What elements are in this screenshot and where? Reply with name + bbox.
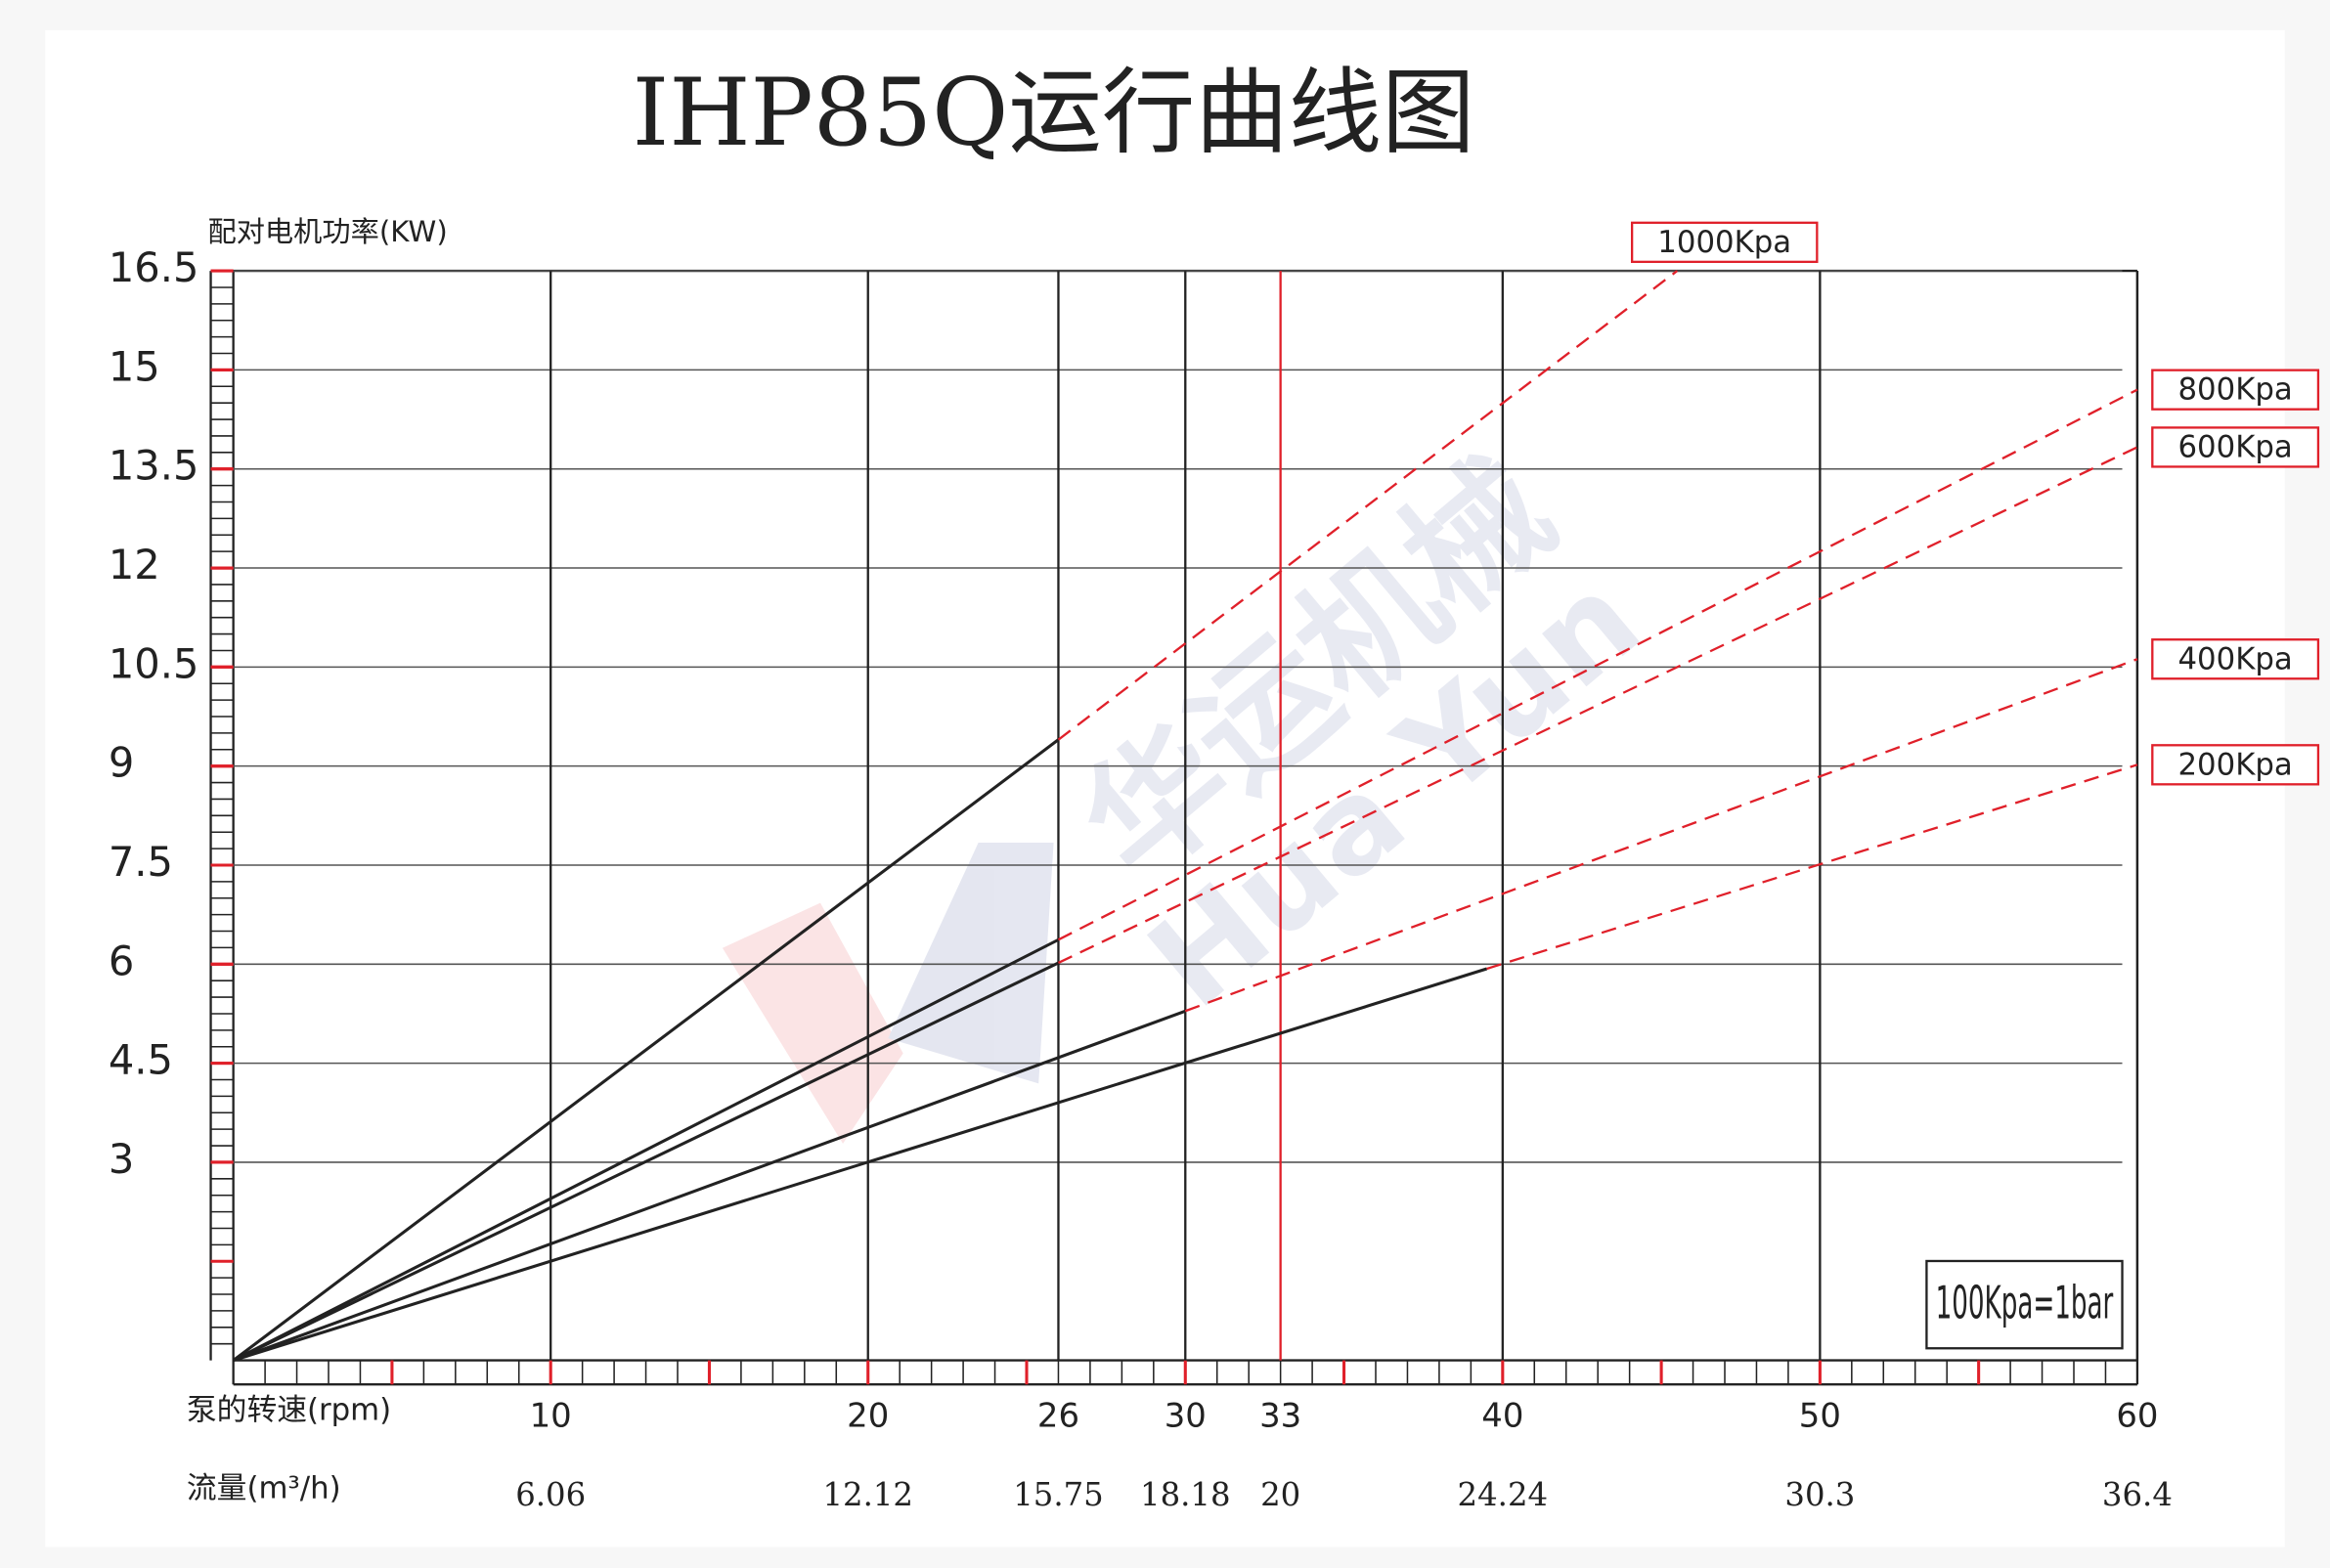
legend-label: 600Kpa (2177, 429, 2292, 464)
series-segment (232, 961, 1060, 1362)
logo-shape (722, 902, 903, 1144)
legend-label: 200Kpa (2177, 747, 2292, 782)
x2-axis-label: 流量(m³/h) (187, 1470, 341, 1505)
note: 100Kpa=1bar (1936, 1277, 2114, 1329)
x-tick-label: 33 (1259, 1397, 1301, 1435)
x2-tick-label: 6.06 (515, 1476, 586, 1513)
legend-box (2151, 426, 2320, 468)
legend-item: 800Kpa (2151, 369, 2320, 411)
legend-box (2151, 638, 2320, 680)
watermark-logo (722, 843, 1054, 1144)
y-axis-label: 配对电机功率(KW) (207, 215, 447, 248)
x-tick-label: 10 (530, 1397, 572, 1435)
y-tick-label: 3 (109, 1135, 134, 1183)
series-segment (233, 1009, 1186, 1363)
y-tick-label: 6 (109, 936, 134, 984)
logo-shape (888, 843, 1054, 1084)
x2-tick-label: 24.24 (1458, 1476, 1549, 1513)
x-tick-label: 50 (1799, 1397, 1841, 1435)
series-segment (1184, 658, 2138, 1013)
series-segment (232, 937, 1060, 1362)
legend-item: 200Kpa (2151, 744, 2320, 786)
legend-item: 600Kpa (2151, 426, 2320, 468)
legend-label: 800Kpa (2177, 372, 2292, 408)
x-tick-label: 20 (847, 1397, 889, 1435)
x2-tick-label: 15.75 (1013, 1476, 1104, 1513)
series-segment (1057, 446, 2138, 964)
panel (45, 29, 2285, 1547)
y-tick-label: 13.5 (109, 442, 199, 490)
series-segment (1057, 388, 2138, 941)
y-tick-label: 16.5 (109, 243, 199, 291)
series-segment (1057, 270, 1679, 741)
y-tick-label: 12 (109, 541, 160, 588)
x2-tick-label: 30.3 (1784, 1476, 1855, 1513)
x-tick-label: 40 (1481, 1397, 1523, 1435)
legend-label: 400Kpa (2177, 641, 2292, 676)
x-tick-label: 30 (1165, 1397, 1207, 1435)
x-tick-label: 26 (1037, 1397, 1079, 1435)
series-segment (232, 738, 1060, 1362)
legend-box (2151, 369, 2320, 411)
y-tick-label: 10.5 (109, 639, 199, 687)
series-segment (233, 967, 1488, 1363)
legend-label: 1000Kpa (1657, 225, 1791, 260)
x-tick-label: 60 (2116, 1397, 2158, 1435)
y-tick-label: 4.5 (109, 1036, 173, 1084)
note-box (1925, 1259, 2124, 1350)
x-axis-label: 泵的转速(rpm) (187, 1392, 391, 1427)
x2-tick-label: 36.4 (2102, 1476, 2173, 1513)
y-tick-label: 7.5 (109, 838, 173, 886)
series-segment (1486, 763, 2138, 971)
legend-box (2151, 744, 2320, 786)
x2-tick-label: 12.12 (822, 1476, 913, 1513)
legend-item: 400Kpa (2151, 638, 2320, 680)
legend-box (1630, 221, 1819, 264)
x2-tick-label: 18.18 (1140, 1476, 1231, 1513)
y-tick-label: 15 (109, 342, 160, 390)
legend-item: 1000Kpa (1630, 221, 1819, 264)
x2-tick-label: 20 (1260, 1476, 1300, 1513)
y-tick-label: 9 (109, 739, 134, 787)
chart-title: IHP85Q运行曲线图 (633, 58, 1475, 167)
